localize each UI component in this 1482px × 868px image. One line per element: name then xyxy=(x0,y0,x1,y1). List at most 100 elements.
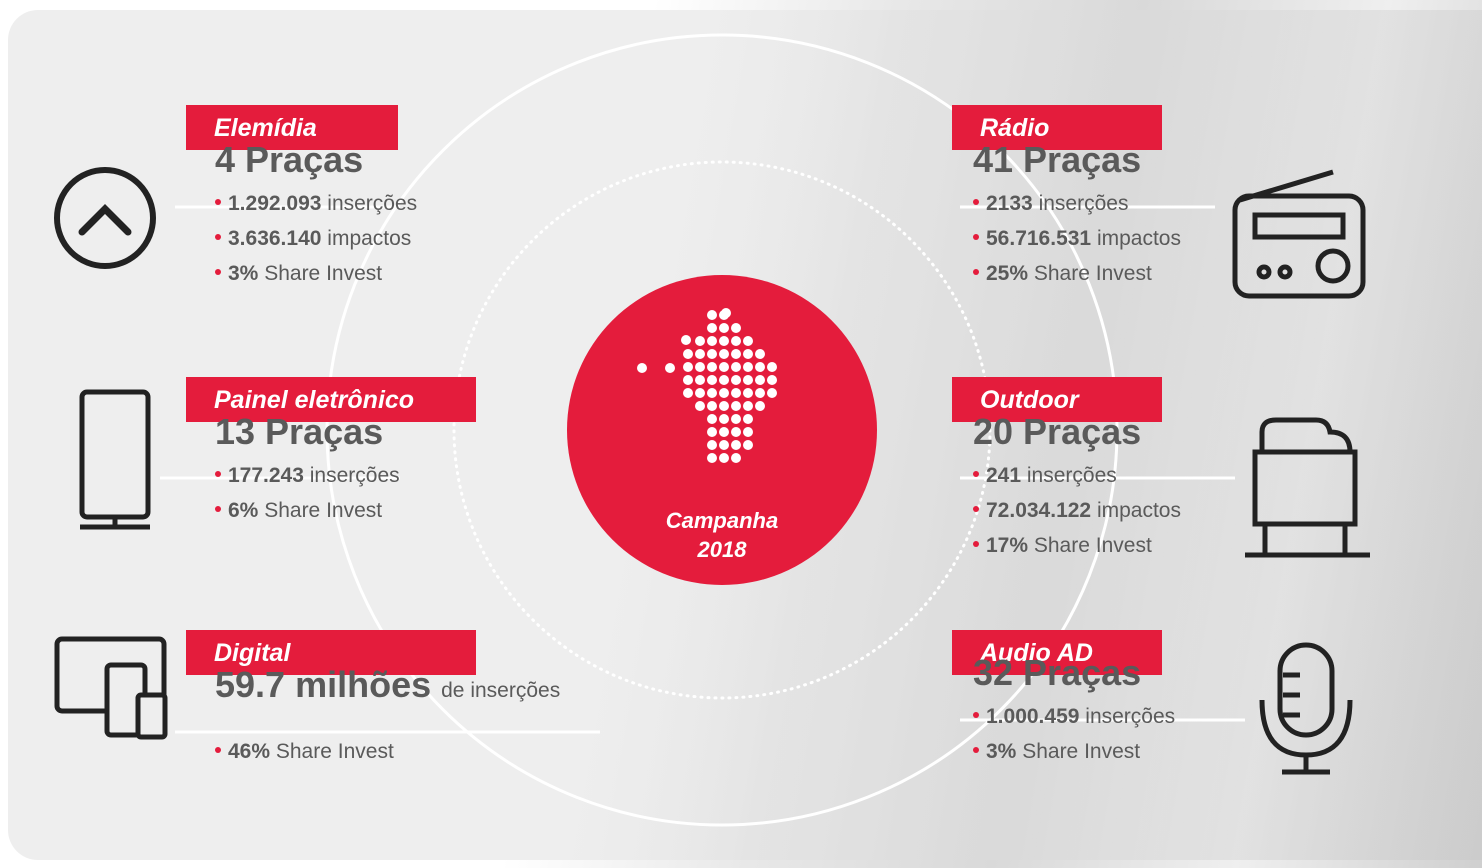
item-text: impactos xyxy=(327,227,412,250)
media-item: 25% Share Invest xyxy=(973,262,1152,286)
item-value: 17% xyxy=(986,534,1029,557)
media-headline: 41 Praças xyxy=(973,139,1141,181)
media-item: 56.716.531 impactos xyxy=(973,227,1181,251)
map-dot xyxy=(731,349,741,359)
map-dot xyxy=(719,414,729,424)
map-dot xyxy=(681,335,691,345)
map-dot xyxy=(743,427,753,437)
map-dot xyxy=(755,388,765,398)
media-label: Painel eletrônico xyxy=(186,377,476,422)
map-dot xyxy=(695,349,705,359)
headline-text: 20 Praças xyxy=(973,411,1142,452)
media-label: Rádio xyxy=(952,105,1162,150)
bullet xyxy=(215,199,221,206)
headline-text: 32 Praças xyxy=(973,652,1142,693)
map-dot xyxy=(743,375,753,385)
map-dot xyxy=(707,401,717,411)
center-line2: 2018 xyxy=(697,537,747,562)
media-item: 2133 inserções xyxy=(973,192,1128,216)
item-value: 25% xyxy=(986,262,1029,285)
center-line1: Campanha xyxy=(665,508,779,533)
media-item: 3% Share Invest xyxy=(215,262,382,286)
map-dot xyxy=(707,362,717,372)
item-value: 3.636.140 xyxy=(228,227,322,250)
map-dot xyxy=(743,388,753,398)
map-dot xyxy=(767,362,777,372)
item-text: impactos xyxy=(1096,227,1181,250)
media-item: 1.000.459 inserções xyxy=(973,705,1175,729)
map-dot xyxy=(707,336,717,346)
bullet xyxy=(973,234,979,241)
map-dot xyxy=(731,453,741,463)
map-dot xyxy=(719,440,729,450)
bullet xyxy=(215,747,221,754)
item-value: 72.034.122 xyxy=(986,499,1092,522)
map-dot xyxy=(683,375,693,385)
dotted-ring xyxy=(452,160,992,700)
item-text: Share Invest xyxy=(1022,740,1141,763)
media-item: 177.243 inserções xyxy=(215,464,400,488)
map-dot xyxy=(767,388,777,398)
media-label: Elemídia xyxy=(186,105,398,150)
item-value: 241 xyxy=(986,464,1022,487)
map-dot xyxy=(731,414,741,424)
map-dot xyxy=(719,427,729,437)
map-dot xyxy=(743,362,753,372)
bullet xyxy=(973,541,979,548)
item-text: inserções xyxy=(327,192,418,215)
map-dot xyxy=(707,323,717,333)
map-dot xyxy=(719,453,729,463)
item-text: Share Invest xyxy=(264,499,383,522)
map-dot xyxy=(683,362,693,372)
map-dot xyxy=(721,308,731,318)
map-dot xyxy=(755,375,765,385)
map-dot xyxy=(743,349,753,359)
bullet xyxy=(215,506,221,513)
media-item: 3.636.140 impactos xyxy=(215,227,411,251)
map-dot xyxy=(755,349,765,359)
map-dot xyxy=(707,440,717,450)
item-text: inserções xyxy=(1026,464,1117,487)
media-item: 17% Share Invest xyxy=(973,534,1152,558)
map-dot xyxy=(731,401,741,411)
headline-text: 41 Praças xyxy=(973,139,1142,180)
map-dot xyxy=(707,310,717,320)
bullet xyxy=(973,712,979,719)
bullet xyxy=(215,269,221,276)
map-dot xyxy=(743,336,753,346)
map-dot xyxy=(707,414,717,424)
map-dot xyxy=(695,388,705,398)
media-headline: 59.7 milhões de inserções xyxy=(215,664,560,706)
map-dot xyxy=(719,388,729,398)
map-dot xyxy=(719,401,729,411)
media-item: 72.034.122 impactos xyxy=(973,499,1181,523)
media-item: 6% Share Invest xyxy=(215,499,382,523)
map-dot xyxy=(719,375,729,385)
media-item: 241 inserções xyxy=(973,464,1117,488)
item-value: 3% xyxy=(986,740,1017,763)
map-dot xyxy=(743,401,753,411)
item-value: 1.000.459 xyxy=(986,705,1080,728)
map-dot xyxy=(719,349,729,359)
map-dot xyxy=(755,362,765,372)
map-dot xyxy=(695,401,705,411)
map-dot xyxy=(637,363,647,373)
map-dot xyxy=(731,375,741,385)
item-value: 46% xyxy=(228,740,271,763)
item-text: inserções xyxy=(1038,192,1129,215)
map-dot xyxy=(665,363,675,373)
map-dot xyxy=(719,362,729,372)
map-dot xyxy=(743,414,753,424)
item-value: 56.716.531 xyxy=(986,227,1092,250)
item-text: Share Invest xyxy=(264,262,383,285)
media-label: Audio AD xyxy=(952,630,1162,675)
bullet xyxy=(973,199,979,206)
item-text: inserções xyxy=(309,464,400,487)
map-dots xyxy=(637,308,777,463)
map-dot xyxy=(707,388,717,398)
map-dot xyxy=(683,349,693,359)
map-dot xyxy=(731,362,741,372)
map-dot xyxy=(719,336,729,346)
map-dot xyxy=(731,440,741,450)
